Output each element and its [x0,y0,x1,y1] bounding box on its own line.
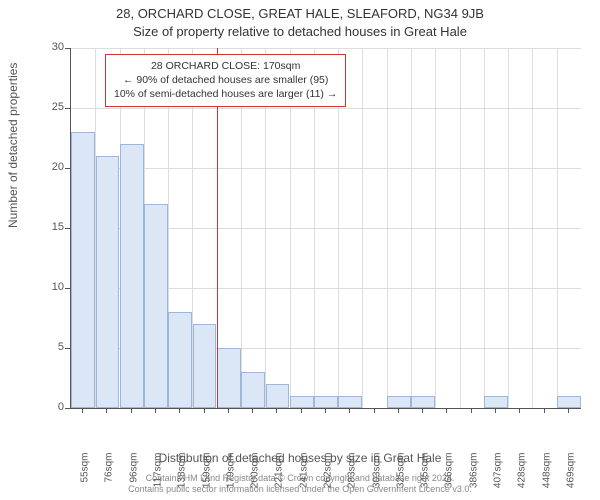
xtick-label: 179sqm [225,453,236,500]
chart-container: 28, ORCHARD CLOSE, GREAT HALE, SLEAFORD,… [0,0,600,500]
annotation-box: 28 ORCHARD CLOSE: 170sqm ← 90% of detache… [105,54,346,107]
xtick-label: 241sqm [298,453,309,500]
xtick-label: 448sqm [541,453,552,500]
annot-line3: 10% of semi-detached houses are larger (… [114,88,337,100]
histogram-bar [217,348,241,408]
ytick-label: 5 [34,341,64,353]
xtick-mark [446,408,447,413]
histogram-bar [144,204,168,408]
histogram-bar [71,132,95,408]
xtick-label: 138sqm [177,453,188,500]
annot-line1: 28 ORCHARD CLOSE: 170sqm [151,60,300,72]
ytick-label: 30 [34,41,64,53]
histogram-bar [266,384,290,408]
xtick-label: 200sqm [250,453,261,500]
histogram-bar [168,312,192,408]
histogram-bar [120,144,144,408]
histogram-bar [241,372,265,408]
xtick-label: 221sqm [274,453,285,500]
xtick-label: 366sqm [444,453,455,500]
histogram-bar [96,156,120,408]
ytick-label: 20 [34,161,64,173]
xtick-mark [106,408,107,413]
xtick-mark [301,408,302,413]
xtick-label: 386sqm [468,453,479,500]
ytick-mark [65,288,70,289]
xtick-label: 325sqm [395,453,406,500]
histogram-bar [314,396,338,408]
xtick-mark [519,408,520,413]
xtick-mark [155,408,156,413]
xtick-mark [131,408,132,413]
gridline-v [435,48,436,408]
histogram-bar [557,396,581,408]
xtick-label: 55sqm [80,453,91,500]
ytick-label: 15 [34,221,64,233]
y-axis-label: Number of detached properties [6,63,20,228]
histogram-bar [387,396,411,408]
xtick-mark [544,408,545,413]
ytick-mark [65,408,70,409]
xtick-mark [471,408,472,413]
histogram-bar [290,396,314,408]
xtick-label: 428sqm [517,453,528,500]
gridline-h [71,168,581,169]
histogram-bar [193,324,217,408]
gridline-v [557,48,558,408]
xtick-mark [374,408,375,413]
ytick-mark [65,108,70,109]
gridline-v [387,48,388,408]
xtick-mark [495,408,496,413]
xtick-mark [422,408,423,413]
ytick-label: 0 [34,401,64,413]
xtick-mark [325,408,326,413]
xtick-label: 345sqm [420,453,431,500]
xtick-label: 469sqm [565,453,576,500]
annot-line2: ← 90% of detached houses are smaller (95… [123,74,328,86]
xtick-label: 303sqm [371,453,382,500]
xtick-mark [179,408,180,413]
xtick-mark [398,408,399,413]
gridline-v [484,48,485,408]
xtick-label: 407sqm [493,453,504,500]
ytick-mark [65,228,70,229]
gridline-h [71,48,581,49]
xtick-mark [82,408,83,413]
xtick-mark [228,408,229,413]
ytick-label: 10 [34,281,64,293]
ytick-label: 25 [34,101,64,113]
chart-title-address: 28, ORCHARD CLOSE, GREAT HALE, SLEAFORD,… [0,6,600,21]
gridline-v [362,48,363,408]
gridline-v [508,48,509,408]
xtick-label: 96sqm [128,453,139,500]
histogram-bar [338,396,362,408]
gridline-v [460,48,461,408]
ytick-mark [65,48,70,49]
gridline-v [411,48,412,408]
xtick-mark [276,408,277,413]
histogram-bar [411,396,435,408]
xtick-label: 76sqm [104,453,115,500]
xtick-label: 117sqm [153,453,164,500]
xtick-label: 262sqm [323,453,334,500]
ytick-mark [65,168,70,169]
xtick-mark [349,408,350,413]
xtick-mark [252,408,253,413]
ytick-mark [65,348,70,349]
chart-subtitle: Size of property relative to detached ho… [0,24,600,39]
xtick-mark [568,408,569,413]
xtick-label: 283sqm [347,453,358,500]
gridline-v [532,48,533,408]
xtick-mark [204,408,205,413]
gridline-h [71,108,581,109]
histogram-bar [484,396,508,408]
xtick-label: 159sqm [201,453,212,500]
